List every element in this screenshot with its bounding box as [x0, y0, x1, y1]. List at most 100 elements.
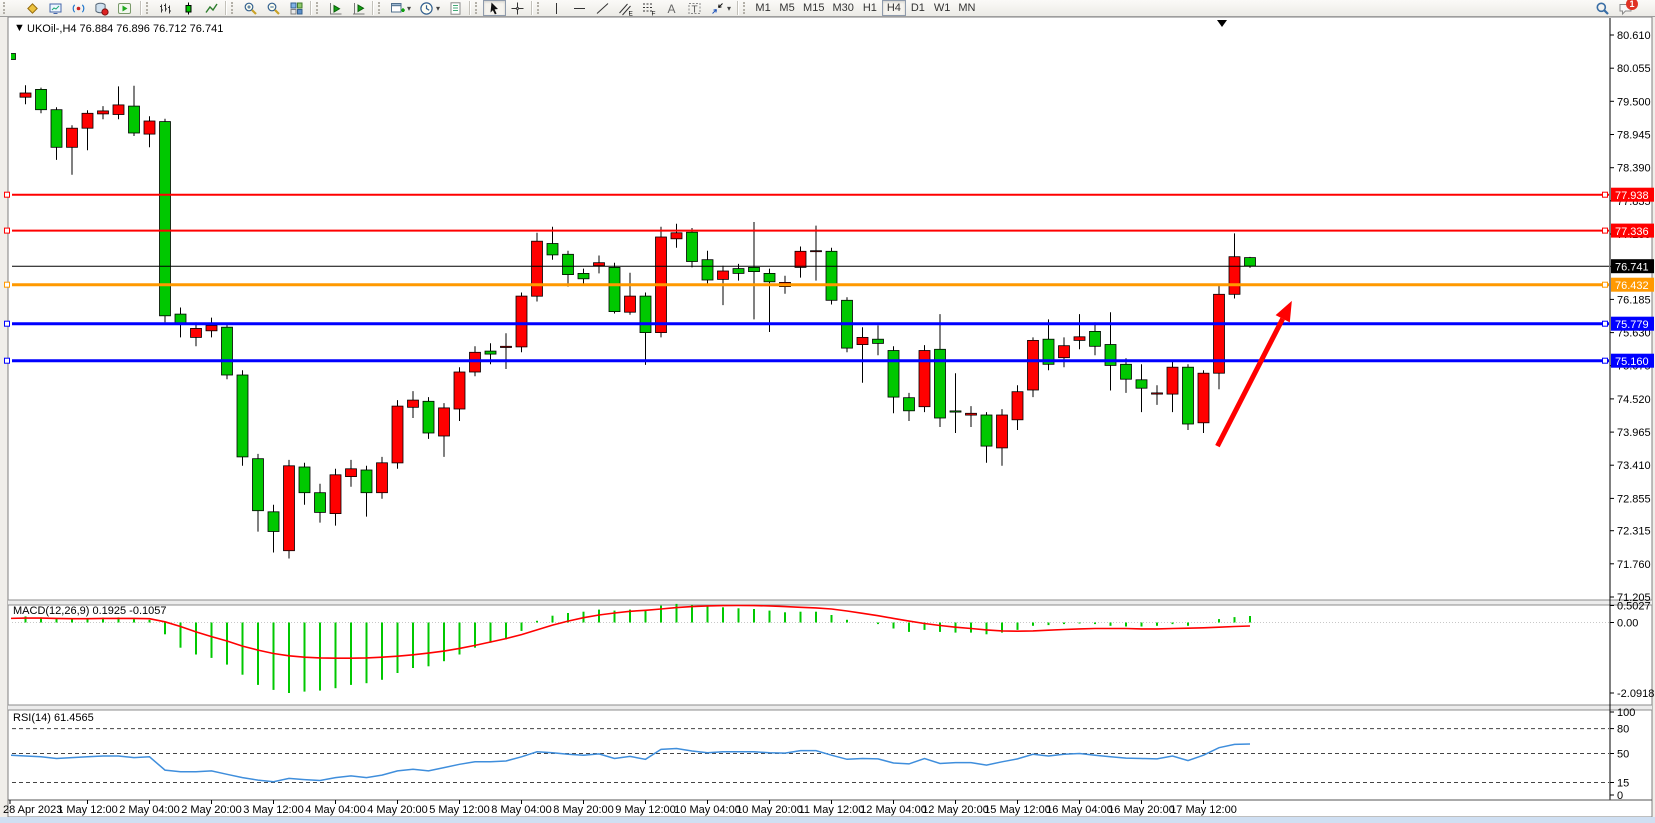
date-tick-label: 10 May 04:00	[674, 804, 741, 816]
panel-splitter[interactable]	[8, 600, 1652, 605]
zoom-in-button[interactable]	[239, 0, 262, 16]
line-handle[interactable]	[4, 191, 10, 198]
candle	[1135, 379, 1148, 389]
date-tick-label: 8 May 20:00	[553, 804, 614, 816]
candle	[345, 468, 357, 477]
line-handle[interactable]	[1602, 357, 1608, 364]
line-handle[interactable]	[1602, 227, 1608, 234]
price-tick-label: 74.520	[1617, 394, 1651, 406]
svg-text:E: E	[629, 10, 634, 16]
timeframe-m1-button[interactable]: M1	[755, 2, 771, 14]
timeframe-m5-button[interactable]: M5	[779, 2, 795, 14]
candle	[283, 465, 295, 552]
candle	[562, 253, 574, 276]
tile-windows-button[interactable]	[285, 0, 308, 16]
date-tick-label: 17 May 12:00	[1170, 804, 1237, 816]
price-tick-label: 80.610	[1617, 30, 1651, 42]
line-handle[interactable]	[4, 227, 10, 234]
zoom-out-button[interactable]	[262, 0, 285, 16]
vertical-line-button[interactable]	[545, 0, 568, 16]
autotrading-button[interactable]	[113, 0, 138, 16]
panel-splitter[interactable]	[8, 705, 1652, 710]
toolbar-grip[interactable]	[537, 2, 543, 14]
bar-chart-button[interactable]	[154, 0, 177, 16]
toolbar-grip[interactable]	[231, 2, 237, 14]
terminal-button[interactable]	[90, 0, 113, 16]
indicator-window-button[interactable]	[324, 0, 347, 16]
candle	[500, 345, 512, 348]
candle	[376, 462, 388, 494]
profiles-icon	[420, 1, 433, 15]
line-handle[interactable]	[4, 320, 10, 327]
data-window-button[interactable]	[44, 0, 67, 16]
line-handle[interactable]	[4, 357, 10, 364]
candle	[748, 266, 760, 272]
candle	[128, 105, 140, 134]
text-label-button[interactable]: T	[683, 0, 706, 16]
candle	[329, 474, 342, 514]
trendline-button[interactable]	[591, 0, 614, 16]
line-handle[interactable]	[1602, 320, 1608, 327]
candles	[11, 53, 1256, 559]
text-button[interactable]: A	[660, 0, 683, 16]
candle	[81, 112, 94, 129]
candle-chart-button[interactable]	[177, 0, 200, 16]
toolbar-separator	[140, 1, 141, 15]
fibonacci-button[interactable]: F	[637, 0, 660, 16]
line-handle[interactable]	[1602, 281, 1608, 288]
new-order-button[interactable]	[11, 0, 21, 16]
dropdown-arrow-icon[interactable]: ▾	[436, 3, 441, 13]
toolbar-grip[interactable]	[475, 2, 481, 14]
equidistant-channel-button[interactable]: E	[614, 0, 637, 16]
timeframe-m15-button[interactable]: M15	[803, 2, 825, 14]
dropdown-arrow-icon[interactable]: ▾	[727, 3, 732, 13]
toolbar-grip[interactable]	[3, 2, 9, 14]
candle	[825, 250, 838, 301]
rsi-scale-label: 50	[1617, 749, 1629, 761]
timeframe-h1-button[interactable]: H1	[862, 2, 877, 14]
date-tick-label: 12 May 04:00	[860, 804, 927, 816]
timeframe-w1-button[interactable]: W1	[933, 2, 951, 14]
market-watch-icon	[27, 2, 38, 14]
line-handle[interactable]	[4, 281, 10, 288]
dropdown-arrow-icon[interactable]: ▾	[407, 3, 412, 13]
toolbar-separator	[225, 1, 226, 15]
date-tick-label: 15 May 12:00	[984, 804, 1051, 816]
price-tick-label: 73.410	[1617, 460, 1651, 472]
line-handle[interactable]	[1602, 191, 1608, 198]
timeframe-m30-button[interactable]: M30	[832, 2, 854, 14]
new-chart-button[interactable]: ▾	[386, 0, 415, 16]
candle	[391, 405, 404, 464]
candle	[422, 400, 435, 434]
timeframe-d1-button[interactable]: D1	[910, 2, 925, 14]
profiles-button[interactable]: ▾	[415, 0, 444, 16]
timeframe-h4-button[interactable]: H4	[881, 0, 906, 16]
symbol-search-button[interactable]	[1591, 0, 1614, 16]
toolbar-grip[interactable]	[743, 2, 749, 14]
signals-button[interactable]	[67, 0, 90, 16]
date-tick-label: 16 May 04:00	[1046, 804, 1113, 816]
horizontal-line-button[interactable]	[568, 0, 591, 16]
market-watch-button[interactable]	[21, 0, 44, 16]
toolbar-grip[interactable]	[146, 2, 152, 14]
chart-shift-marker-icon[interactable]	[1217, 20, 1227, 27]
rsi-scale-label: 0	[1617, 790, 1623, 802]
tile-windows-icon	[290, 2, 303, 14]
timeframe-mn-button[interactable]: MN	[958, 2, 976, 14]
date-tick-label: 16 May 20:00	[1108, 804, 1175, 816]
toolbar-grip[interactable]	[316, 2, 322, 14]
crosshair-button[interactable]	[506, 0, 529, 16]
arrows-button[interactable]: ▾	[706, 0, 735, 16]
notification-badge: 1	[1626, 0, 1638, 10]
notifications-button[interactable]: 1	[1614, 0, 1649, 16]
cursor-button[interactable]	[483, 0, 507, 16]
arrow-annotation-head[interactable]	[1275, 300, 1292, 323]
line-chart-button[interactable]	[200, 0, 223, 16]
indicators-list-button[interactable]	[444, 0, 467, 16]
arrow-annotation-shaft[interactable]	[1215, 317, 1285, 448]
candle	[50, 109, 63, 148]
chart-menu-icon[interactable]: ▼	[14, 22, 25, 34]
chart-shift-button[interactable]	[347, 0, 370, 16]
toolbar-grip[interactable]	[378, 2, 384, 14]
candle	[1058, 345, 1070, 359]
